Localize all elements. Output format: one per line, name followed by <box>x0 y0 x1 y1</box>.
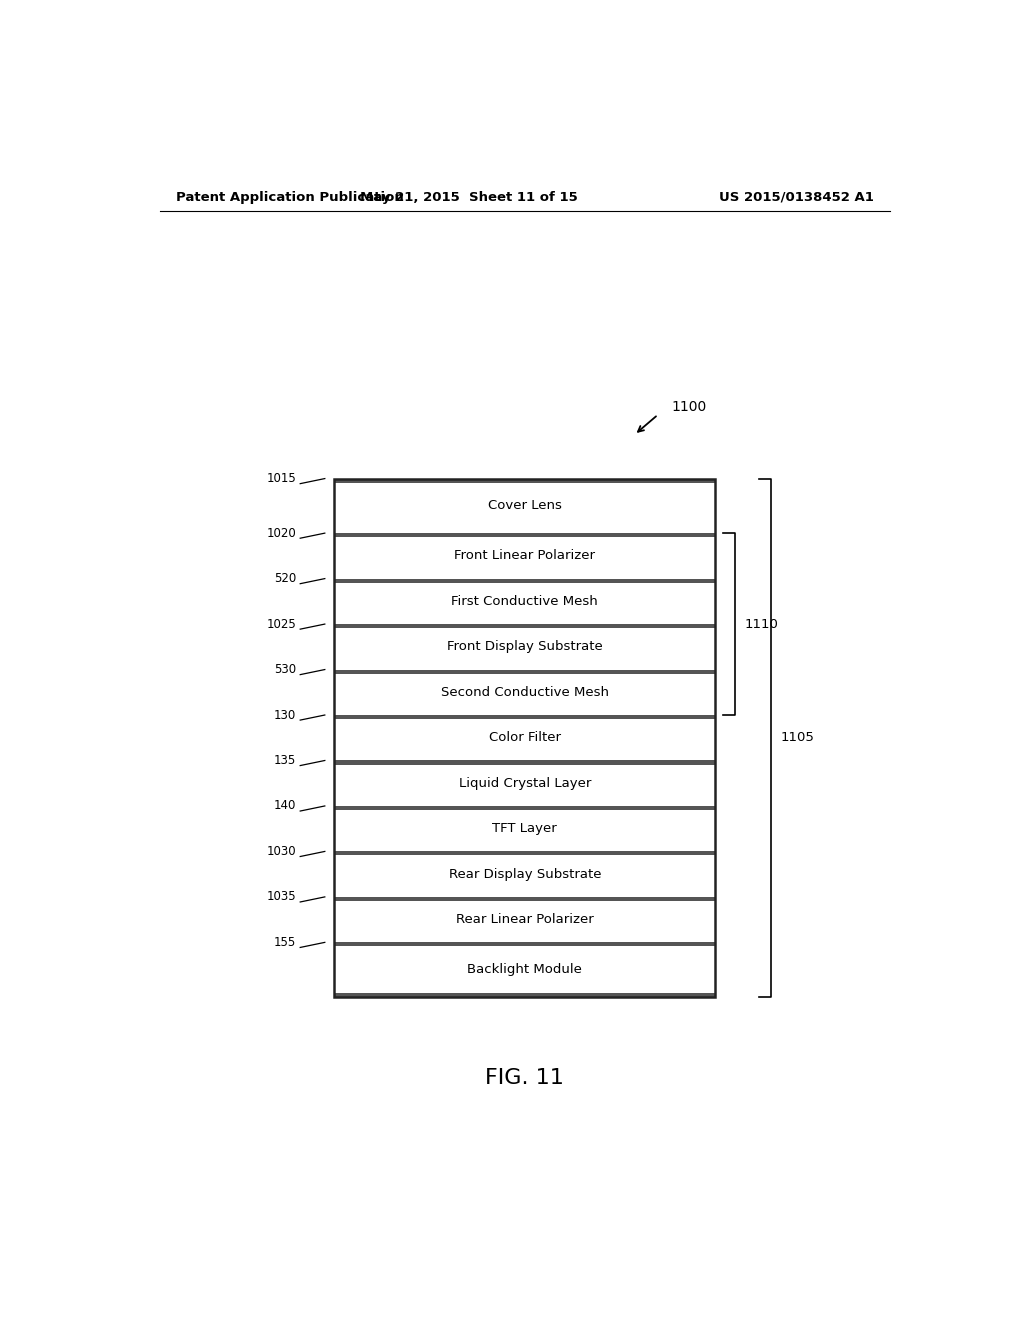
Text: Backlight Module: Backlight Module <box>467 964 583 977</box>
Bar <box>334 807 715 851</box>
Text: May 21, 2015  Sheet 11 of 15: May 21, 2015 Sheet 11 of 15 <box>360 190 579 203</box>
Bar <box>334 578 715 582</box>
Text: TFT Layer: TFT Layer <box>493 822 557 836</box>
Bar <box>334 479 715 483</box>
Bar <box>334 760 715 764</box>
Bar <box>334 942 715 997</box>
Text: Rear Linear Polarizer: Rear Linear Polarizer <box>456 913 594 927</box>
Text: 135: 135 <box>274 754 296 767</box>
Text: 1100: 1100 <box>672 400 707 414</box>
Bar <box>334 669 715 673</box>
Bar <box>334 942 715 946</box>
Bar <box>334 533 715 578</box>
Bar <box>334 578 715 624</box>
Text: 140: 140 <box>273 800 296 812</box>
Text: 520: 520 <box>274 572 296 585</box>
Text: Front Display Substrate: Front Display Substrate <box>446 640 603 653</box>
Text: Rear Display Substrate: Rear Display Substrate <box>449 867 601 880</box>
Text: 1020: 1020 <box>266 527 296 540</box>
Text: 530: 530 <box>274 663 296 676</box>
Text: Patent Application Publication: Patent Application Publication <box>176 190 403 203</box>
Bar <box>334 760 715 807</box>
Bar <box>334 896 715 902</box>
Bar <box>334 624 715 669</box>
Text: 155: 155 <box>274 936 296 949</box>
Bar <box>334 715 715 760</box>
Text: Color Filter: Color Filter <box>488 731 561 744</box>
Bar <box>334 851 715 896</box>
Bar <box>334 479 715 533</box>
Bar <box>334 533 715 537</box>
Text: 1015: 1015 <box>266 473 296 484</box>
Text: US 2015/0138452 A1: US 2015/0138452 A1 <box>719 190 873 203</box>
Text: 1105: 1105 <box>780 731 814 744</box>
Text: 1025: 1025 <box>266 618 296 631</box>
Bar <box>334 479 715 997</box>
Text: First Conductive Mesh: First Conductive Mesh <box>452 595 598 607</box>
Text: 1110: 1110 <box>744 618 778 631</box>
Bar <box>334 715 715 719</box>
Bar <box>334 851 715 855</box>
Text: 1030: 1030 <box>266 845 296 858</box>
Text: FIG. 11: FIG. 11 <box>485 1068 564 1088</box>
Bar <box>334 993 715 997</box>
Text: Cover Lens: Cover Lens <box>487 499 562 512</box>
Text: 130: 130 <box>274 709 296 722</box>
Bar <box>334 624 715 628</box>
Text: 1035: 1035 <box>266 891 296 903</box>
Bar <box>334 896 715 942</box>
Bar <box>334 807 715 810</box>
Text: Liquid Crystal Layer: Liquid Crystal Layer <box>459 776 591 789</box>
Text: Front Linear Polarizer: Front Linear Polarizer <box>455 549 595 562</box>
Text: Second Conductive Mesh: Second Conductive Mesh <box>440 686 609 698</box>
Bar <box>334 669 715 715</box>
